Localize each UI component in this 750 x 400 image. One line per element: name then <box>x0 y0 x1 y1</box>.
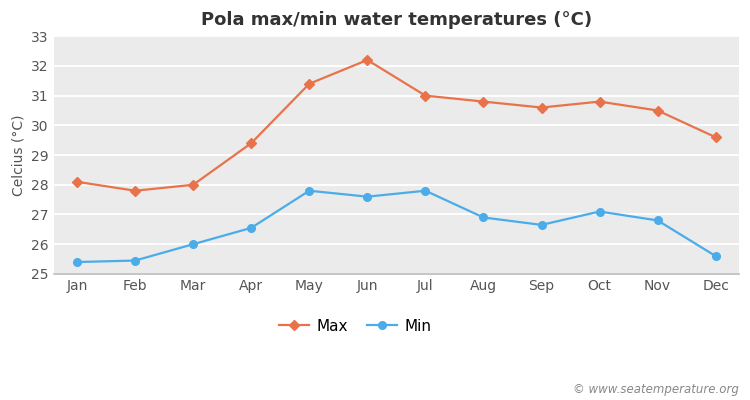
Legend: Max, Min: Max, Min <box>272 312 438 340</box>
Max <box>304 81 313 86</box>
Max <box>653 108 662 113</box>
Min <box>711 254 720 258</box>
Min <box>653 218 662 223</box>
Line: Max: Max <box>74 56 719 194</box>
Max <box>189 182 198 187</box>
Max <box>711 135 720 140</box>
Y-axis label: Celcius (°C): Celcius (°C) <box>11 114 25 196</box>
Min <box>189 242 198 247</box>
Line: Min: Min <box>74 187 719 266</box>
Min <box>73 260 82 264</box>
Max <box>595 99 604 104</box>
Min <box>363 194 372 199</box>
Min <box>304 188 313 193</box>
Max <box>363 58 372 62</box>
Max <box>73 180 82 184</box>
Title: Pola max/min water temperatures (°C): Pola max/min water temperatures (°C) <box>201 11 592 29</box>
Min <box>421 188 430 193</box>
Text: © www.seatemperature.org: © www.seatemperature.org <box>573 383 739 396</box>
Max <box>421 93 430 98</box>
Max <box>537 105 546 110</box>
Min <box>130 258 140 263</box>
Max <box>247 141 256 146</box>
Max <box>479 99 488 104</box>
Min <box>537 222 546 227</box>
Min <box>247 226 256 230</box>
Min <box>595 209 604 214</box>
Min <box>479 215 488 220</box>
Max <box>130 188 140 193</box>
